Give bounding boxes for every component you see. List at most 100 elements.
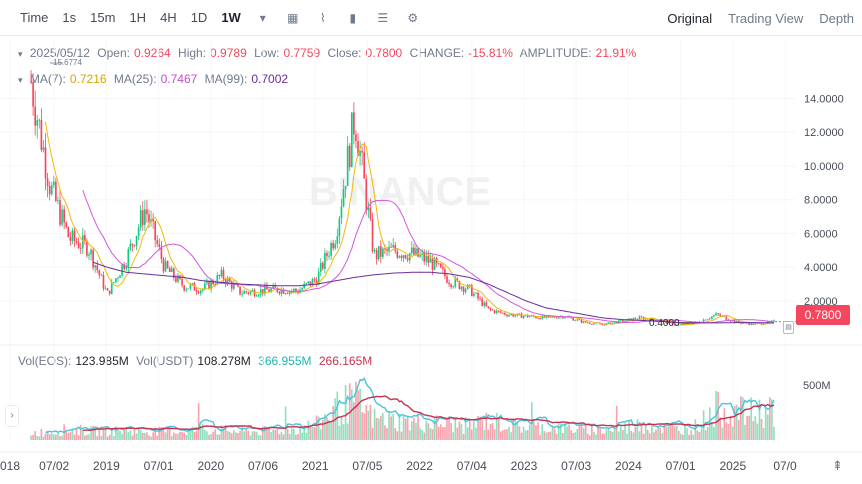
calendar-icon[interactable]: ▦ xyxy=(287,10,299,25)
candle-body xyxy=(655,319,657,322)
view-trading-view[interactable]: Trading View xyxy=(728,10,804,26)
candle-body xyxy=(425,255,428,262)
volume-bar xyxy=(210,434,212,440)
interval-1s[interactable]: 1s xyxy=(62,10,77,25)
volume-bar xyxy=(172,432,175,440)
vol-ma1-value: 366.955M xyxy=(258,354,312,368)
volume-bar xyxy=(65,431,68,440)
volume-bar xyxy=(410,421,413,440)
x-tick-label: 07/01 xyxy=(666,459,696,473)
volume-bar xyxy=(740,396,742,440)
candle-body xyxy=(475,292,477,294)
candle-body xyxy=(44,147,47,179)
close-value: 0.7800 xyxy=(365,46,403,60)
candle-body xyxy=(727,319,730,321)
volume-bar xyxy=(195,430,198,440)
candle-body xyxy=(638,316,641,320)
candle-body xyxy=(332,242,335,249)
candle-body xyxy=(303,283,306,289)
candle-body xyxy=(299,289,301,294)
collapse-ma-icon[interactable]: ▾ xyxy=(18,75,23,85)
volume-bar xyxy=(187,428,190,440)
gear-icon[interactable]: ⚙ xyxy=(407,10,419,25)
candle-body xyxy=(464,289,467,292)
collapse-icon[interactable]: ▾ xyxy=(18,49,23,59)
candle-body xyxy=(524,315,527,317)
candle-body xyxy=(648,319,651,321)
candle-body xyxy=(334,243,337,249)
time-button[interactable]: Time xyxy=(20,10,49,25)
interval-1d[interactable]: 1D xyxy=(190,10,208,25)
chevron-down-icon[interactable]: ▾ xyxy=(259,10,266,25)
close-label: Close: xyxy=(327,46,362,60)
ma7-value: 0.7216 xyxy=(69,72,107,86)
candle-type-icon[interactable]: ▮ xyxy=(349,10,357,25)
candle-body xyxy=(160,247,163,259)
candle-body xyxy=(698,321,701,323)
volume-bar xyxy=(121,434,123,440)
candle-body xyxy=(233,283,235,289)
interval-1h[interactable]: 1H xyxy=(129,10,147,25)
candle-body xyxy=(456,278,459,281)
expand-panel-icon[interactable]: › xyxy=(5,405,19,427)
candle-body xyxy=(669,321,672,323)
volume-bar xyxy=(663,423,666,440)
candle-body xyxy=(353,112,355,135)
candle-body xyxy=(317,271,320,286)
candle-body xyxy=(257,294,260,296)
candle-body xyxy=(286,293,289,295)
volume-bar xyxy=(79,424,82,440)
volume-bar xyxy=(566,426,568,440)
candle-body xyxy=(427,255,430,263)
interval-1w[interactable]: 1W xyxy=(221,10,241,25)
volume-bar xyxy=(673,426,676,440)
interval-4h[interactable]: 4H xyxy=(160,10,177,25)
volume-bar xyxy=(359,388,361,440)
candle-body xyxy=(468,284,471,286)
candle-body xyxy=(293,288,295,291)
volume-bar xyxy=(131,435,134,440)
candle-body xyxy=(386,248,388,251)
candle-body xyxy=(576,319,579,321)
volume-bar xyxy=(675,425,678,440)
volume-bar xyxy=(477,416,479,440)
volume-bar xyxy=(216,434,219,440)
volume-bar xyxy=(448,417,450,440)
volume-bar xyxy=(390,416,392,440)
binance-watermark: BINANCE xyxy=(309,170,491,214)
candle-body xyxy=(570,317,572,318)
volume-bar xyxy=(725,421,728,440)
candle-body xyxy=(493,310,496,313)
candle-body xyxy=(557,317,560,319)
view-original[interactable]: Original xyxy=(667,10,713,26)
candle-body xyxy=(715,313,717,316)
volume-bar xyxy=(96,436,99,440)
candle-body xyxy=(702,319,705,323)
volume-bar xyxy=(61,435,63,440)
volume-bar xyxy=(586,433,589,440)
volume-bar xyxy=(75,427,78,440)
volume-bar xyxy=(688,434,690,440)
volume-bar xyxy=(301,432,303,440)
candle-body xyxy=(249,291,252,294)
candle-body xyxy=(253,289,256,297)
layout-icon[interactable]: ☰ xyxy=(377,10,389,25)
volume-bar xyxy=(342,423,345,440)
volume-bar xyxy=(135,433,138,440)
candle-body xyxy=(86,240,88,256)
volume-bar xyxy=(415,423,417,440)
volume-bar xyxy=(595,434,597,440)
candle-body xyxy=(177,275,179,282)
candle-body xyxy=(75,241,78,243)
indicator-icon[interactable]: ⌇ xyxy=(319,10,326,25)
view-depth[interactable]: Depth xyxy=(819,10,854,26)
candle-body xyxy=(288,291,291,294)
candle-body xyxy=(361,151,363,153)
price-label-icon[interactable]: ▤ xyxy=(783,321,794,334)
candle-body xyxy=(595,322,597,324)
volume-bar xyxy=(475,427,477,440)
candle-body xyxy=(622,320,624,322)
candle-body xyxy=(179,275,181,279)
axis-settings-icon[interactable]: ⇞ xyxy=(832,458,843,473)
interval-15m[interactable]: 15m xyxy=(90,10,116,25)
